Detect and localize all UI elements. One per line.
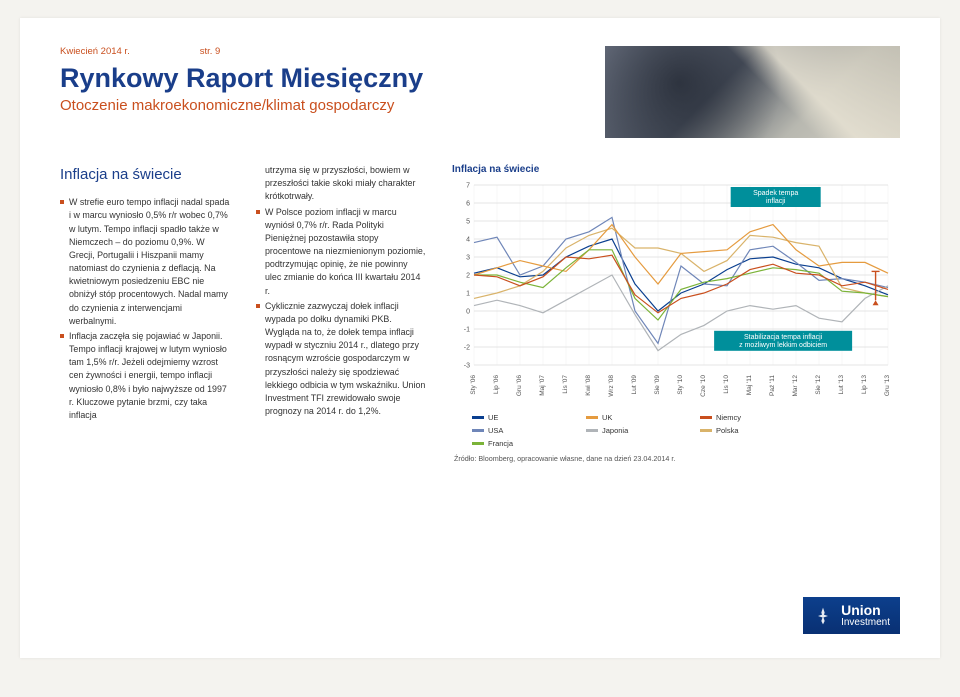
legend-swatch [586, 416, 598, 418]
svg-text:2: 2 [466, 273, 470, 280]
svg-text:z możliwym lekkim odbiciem: z możliwym lekkim odbiciem [739, 342, 827, 349]
bullet-4: Cyklicznie zazwyczaj dołek inflacji wypa… [256, 300, 426, 419]
legend: UE UK Niemcy USA Japonia Polska Francja [472, 413, 822, 448]
svg-text:Gru '06: Gru '06 [516, 375, 523, 396]
svg-text:Lip '06: Lip '06 [493, 375, 500, 394]
svg-text:Spadek tempa: Spadek tempa [753, 190, 798, 197]
svg-text:Cze '10: Cze '10 [700, 375, 707, 397]
logo-text: Union Investment [841, 603, 890, 628]
legend-swatch [472, 429, 484, 431]
svg-text:6: 6 [466, 201, 470, 208]
column-1: Inflacja na świecie W strefie euro tempo… [60, 164, 230, 463]
svg-text:Maj '07: Maj '07 [539, 375, 546, 396]
legend-label: Polska [716, 426, 739, 435]
svg-text:Gru '13: Gru '13 [884, 375, 891, 396]
chart-svg: -3 -2 -1 0 1 2 3 4 5 6 7 Sty '06 Lip '06 Gru '06 Maj '… [452, 179, 900, 409]
legend-item: Francja [472, 439, 562, 448]
legend-label: Niemcy [716, 413, 741, 422]
svg-text:Kwi '08: Kwi '08 [585, 375, 592, 396]
svg-text:Stabilizacja tempa inflacji: Stabilizacja tempa inflacji [744, 334, 823, 341]
svg-text:Mar '12: Mar '12 [792, 375, 799, 397]
svg-text:Sty '06: Sty '06 [470, 375, 477, 395]
page-num: str. 9 [200, 46, 221, 57]
svg-text:Paź '11: Paź '11 [769, 375, 776, 396]
legend-label: Francja [488, 439, 513, 448]
legend-label: USA [488, 426, 503, 435]
content-row: Inflacja na świecie W strefie euro tempo… [60, 164, 900, 463]
legend-item: UE [472, 413, 562, 422]
logo-line2: Investment [841, 618, 890, 628]
logo-icon [813, 606, 833, 626]
svg-text:1: 1 [466, 291, 470, 298]
legend-item: Japonia [586, 426, 676, 435]
column-2: utrzyma się w przyszłości, bowiem w prze… [256, 164, 426, 463]
svg-text:Lut '13: Lut '13 [838, 375, 845, 395]
svg-text:0: 0 [466, 309, 470, 316]
logo-line1: Union [841, 602, 881, 618]
legend-swatch [472, 416, 484, 418]
chart-title: Inflacja na świecie [452, 164, 900, 175]
brand-logo: Union Investment [803, 597, 900, 634]
bullet-1: W strefie euro tempo inflacji nadal spad… [60, 196, 230, 328]
svg-text:3: 3 [466, 255, 470, 262]
legend-label: UK [602, 413, 612, 422]
legend-swatch [700, 416, 712, 418]
chart-area: Inflacja na świecie -3 -2 -1 0 1 2 3 4 5 6 7 Sty '0… [452, 164, 900, 463]
svg-text:Maj '11: Maj '11 [746, 375, 753, 396]
chart-box: -3 -2 -1 0 1 2 3 4 5 6 7 Sty '06 Lip '06 Gru '06 Maj '… [452, 179, 900, 409]
report-title: Rynkowy Raport Miesięczny [60, 63, 423, 94]
banner-photo [605, 46, 900, 138]
bullet-3: W Polsce poziom inflacji w marcu wyniósł… [256, 206, 426, 298]
svg-text:Lip '13: Lip '13 [861, 375, 868, 394]
svg-text:Lis '10: Lis '10 [723, 375, 730, 394]
issue-date: Kwiecień 2014 r. [60, 46, 130, 57]
legend-item: UK [586, 413, 676, 422]
svg-text:Lis '07: Lis '07 [562, 375, 569, 394]
bullet-2: Inflacja zaczęła się pojawiać w Japonii.… [60, 330, 230, 422]
legend-swatch [700, 429, 712, 431]
legend-item: USA [472, 426, 562, 435]
report-subtitle: Otoczenie makroekonomiczne/klimat gospod… [60, 97, 423, 114]
svg-text:Sie '12: Sie '12 [815, 375, 822, 395]
header: Kwiecień 2014 r. str. 9 Rynkowy Raport M… [60, 46, 900, 138]
page: Kwiecień 2014 r. str. 9 Rynkowy Raport M… [20, 18, 940, 658]
date-page-row: Kwiecień 2014 r. str. 9 [60, 46, 423, 57]
legend-label: UE [488, 413, 498, 422]
chart-source: Źródło: Bloomberg, opracowanie własne, d… [454, 454, 900, 463]
svg-text:Sty '10: Sty '10 [677, 375, 684, 395]
svg-text:inflacji: inflacji [766, 198, 786, 205]
svg-text:Lut '09: Lut '09 [631, 375, 638, 395]
legend-label: Japonia [602, 426, 628, 435]
svg-text:4: 4 [466, 237, 470, 244]
svg-text:-3: -3 [464, 363, 470, 370]
header-left: Kwiecień 2014 r. str. 9 Rynkowy Raport M… [60, 46, 423, 114]
svg-text:-2: -2 [464, 345, 470, 352]
svg-text:7: 7 [466, 183, 470, 190]
svg-text:5: 5 [466, 219, 470, 226]
legend-item: Niemcy [700, 413, 790, 422]
legend-item: Polska [700, 426, 790, 435]
legend-swatch [586, 429, 598, 431]
section-title: Inflacja na świecie [60, 164, 230, 186]
col2-continuation: utrzyma się w przyszłości, bowiem w prze… [256, 164, 426, 204]
svg-text:-1: -1 [464, 327, 470, 334]
svg-text:Sie '09: Sie '09 [654, 375, 661, 395]
svg-text:Wrz '08: Wrz '08 [608, 375, 615, 397]
legend-swatch [472, 442, 484, 444]
